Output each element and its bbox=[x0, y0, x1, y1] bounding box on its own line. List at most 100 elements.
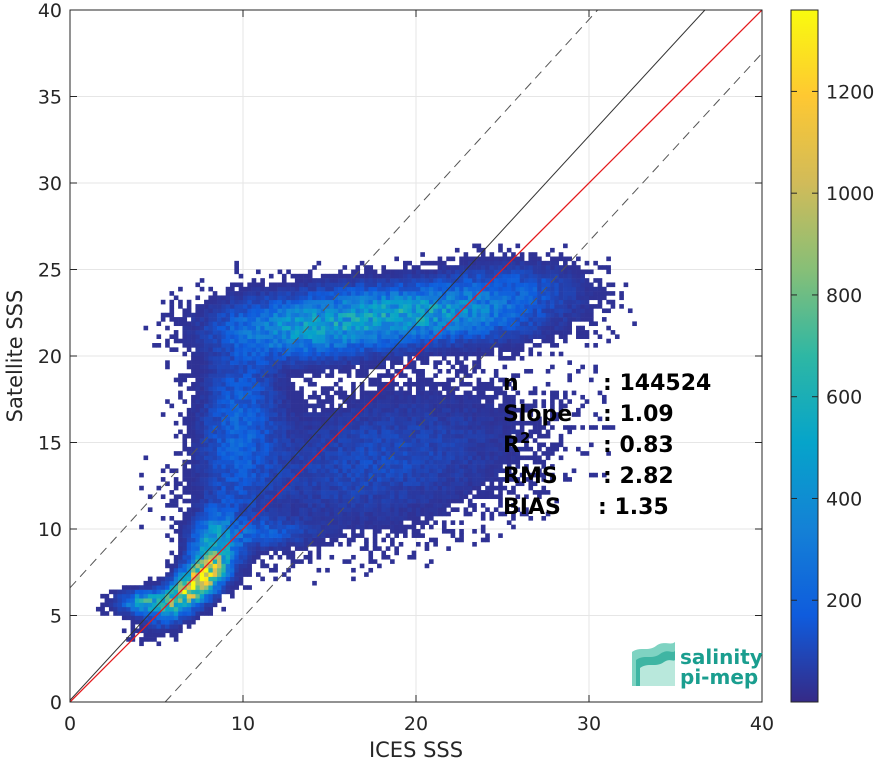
density-cell bbox=[208, 572, 213, 577]
density-cell bbox=[230, 490, 235, 495]
density-cell bbox=[308, 516, 313, 521]
density-cell bbox=[178, 494, 183, 499]
density-cell bbox=[312, 490, 317, 495]
density-cell bbox=[481, 291, 486, 296]
density-cell bbox=[161, 611, 166, 616]
density-cell bbox=[273, 486, 278, 491]
density-cell bbox=[148, 598, 153, 603]
density-cell bbox=[377, 525, 382, 530]
density-cell bbox=[208, 300, 213, 305]
density-cell bbox=[416, 490, 421, 495]
density-cell bbox=[256, 378, 261, 383]
density-cell bbox=[494, 412, 499, 417]
density-cell bbox=[429, 287, 434, 292]
density-cell bbox=[317, 287, 322, 292]
density-cell bbox=[230, 460, 235, 465]
density-cell bbox=[459, 408, 464, 413]
density-cell bbox=[490, 300, 495, 305]
density-cell bbox=[286, 516, 291, 521]
density-cell bbox=[157, 633, 162, 638]
density-cell bbox=[282, 404, 287, 409]
density-cell bbox=[213, 490, 218, 495]
density-cell bbox=[295, 503, 300, 508]
density-cell bbox=[472, 468, 477, 473]
density-cell bbox=[377, 507, 382, 512]
density-cell bbox=[239, 494, 244, 499]
density-cell bbox=[360, 443, 365, 448]
density-cell bbox=[347, 339, 352, 344]
density-cell bbox=[433, 503, 438, 508]
density-cell bbox=[342, 490, 347, 495]
density-cell bbox=[355, 339, 360, 344]
density-cell bbox=[373, 287, 378, 292]
density-cell bbox=[273, 391, 278, 396]
density-cell bbox=[325, 460, 330, 465]
density-cell bbox=[200, 356, 205, 361]
density-cell bbox=[221, 607, 226, 612]
density-cell bbox=[425, 330, 430, 335]
density-cell bbox=[308, 555, 313, 560]
density-cell bbox=[247, 460, 252, 465]
density-cell bbox=[169, 616, 174, 621]
density-cell bbox=[381, 274, 386, 279]
density-cell bbox=[464, 391, 469, 396]
density-cell bbox=[381, 304, 386, 309]
density-cell bbox=[355, 464, 360, 469]
density-cell bbox=[265, 494, 270, 499]
density-cell bbox=[330, 360, 335, 365]
density-cell bbox=[174, 529, 179, 534]
density-cell bbox=[217, 594, 222, 599]
density-cell bbox=[291, 464, 296, 469]
density-cell bbox=[286, 321, 291, 326]
density-cell bbox=[351, 317, 356, 322]
density-cell bbox=[273, 412, 278, 417]
density-cell bbox=[403, 304, 408, 309]
density-cell bbox=[438, 313, 443, 318]
density-cell bbox=[490, 408, 495, 413]
density-cell bbox=[360, 421, 365, 426]
density-cell bbox=[442, 447, 447, 452]
density-cell bbox=[477, 464, 482, 469]
density-cell bbox=[334, 447, 339, 452]
density-cell bbox=[113, 590, 118, 595]
density-cell bbox=[295, 300, 300, 305]
density-cell bbox=[481, 525, 486, 530]
density-cell bbox=[347, 295, 352, 300]
density-cell bbox=[256, 417, 261, 422]
density-cell bbox=[243, 321, 248, 326]
density-cell bbox=[321, 516, 326, 521]
density-cell bbox=[477, 282, 482, 287]
density-cell bbox=[490, 486, 495, 491]
density-cell bbox=[204, 391, 209, 396]
density-cell bbox=[265, 343, 270, 348]
density-cell bbox=[105, 603, 110, 608]
density-cell bbox=[239, 339, 244, 344]
density-cell bbox=[304, 529, 309, 534]
density-cell bbox=[464, 451, 469, 456]
density-cell bbox=[477, 438, 482, 443]
density-cell bbox=[291, 520, 296, 525]
density-cell bbox=[407, 455, 412, 460]
density-cell bbox=[256, 352, 261, 357]
density-cell bbox=[390, 287, 395, 292]
density-cell bbox=[468, 434, 473, 439]
density-cell bbox=[195, 529, 200, 534]
density-cell bbox=[286, 369, 291, 374]
density-cell bbox=[472, 282, 477, 287]
density-cell bbox=[208, 512, 213, 517]
density-cell bbox=[247, 438, 252, 443]
density-cell bbox=[429, 477, 434, 482]
density-cell bbox=[442, 451, 447, 456]
density-cell bbox=[200, 399, 205, 404]
density-cell bbox=[317, 321, 322, 326]
density-cell bbox=[174, 503, 179, 508]
density-cell bbox=[494, 265, 499, 270]
density-cell bbox=[334, 287, 339, 292]
density-cell bbox=[252, 473, 257, 478]
density-cell bbox=[464, 460, 469, 465]
density-cell bbox=[234, 300, 239, 305]
density-cell bbox=[234, 321, 239, 326]
density-cell bbox=[195, 425, 200, 430]
density-cell bbox=[412, 317, 417, 322]
density-cell bbox=[403, 525, 408, 530]
